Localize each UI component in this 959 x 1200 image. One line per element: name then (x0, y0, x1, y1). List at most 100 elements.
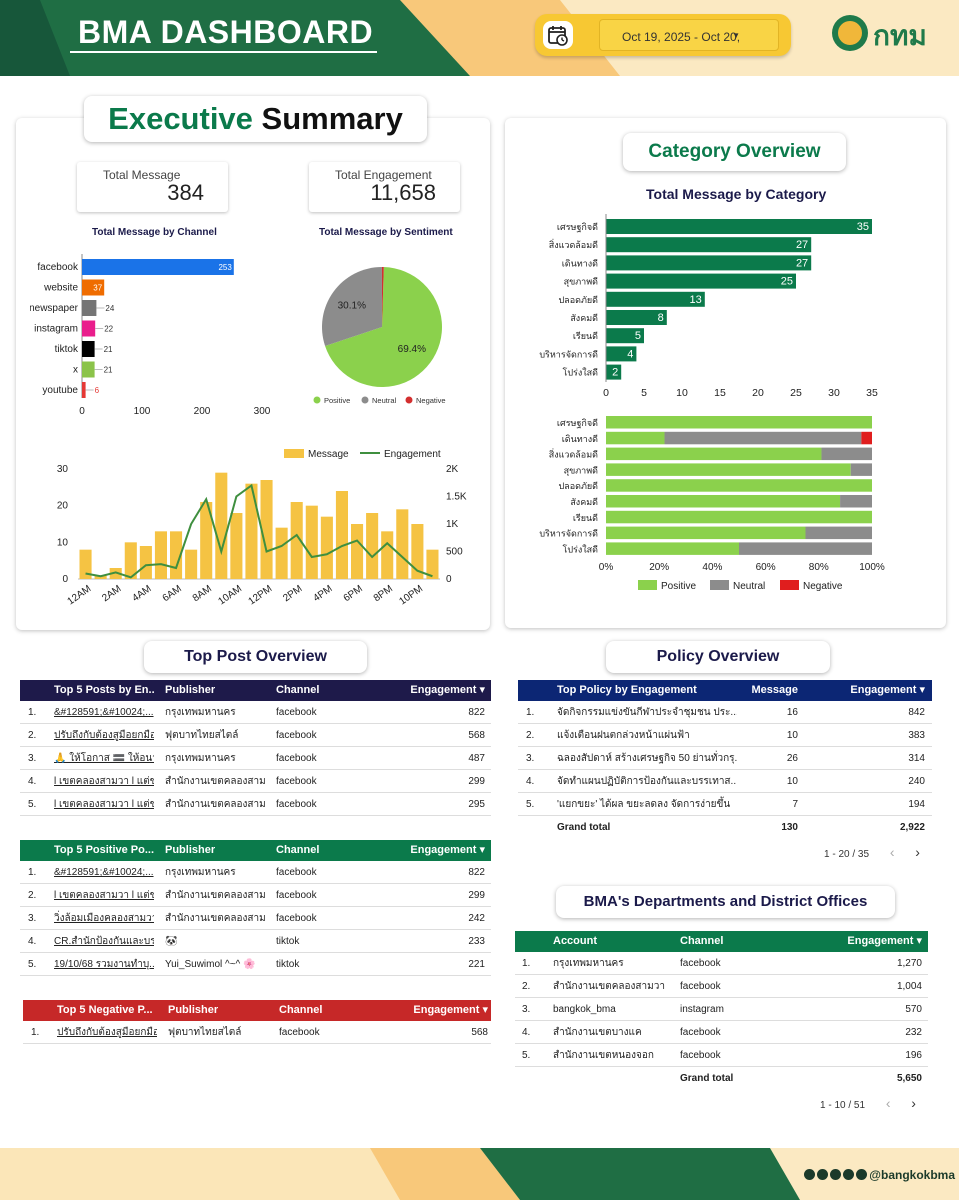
category-label: ปลอดภัยดี (558, 295, 598, 305)
x-icon[interactable] (804, 1169, 816, 1180)
table-row[interactable]: 1. กรุงเทพมหานคร facebook 1,270 (515, 952, 928, 975)
date-range-dropdown[interactable]: Oct 19, 2025 - Oct 20, ▼ (599, 19, 779, 51)
category-label: เดินทางดี (562, 434, 598, 444)
column-header: Channel (279, 1004, 323, 1016)
data-label: 27 (796, 239, 808, 251)
table-row[interactable]: 1. &#128591;&#10024;... กรุงเทพมหานคร faceb… (20, 861, 491, 884)
x-tick-label: 40% (702, 562, 722, 573)
message-bar (124, 542, 137, 579)
table-header: Account Channel Engagement ▾ (515, 931, 928, 952)
category-label: สังคมดี (570, 313, 598, 323)
table-row[interactable]: 2. สำนักงานเขตคลองสามวา facebook 1,004 (515, 975, 928, 998)
table-row[interactable]: 4. CR.สำนักป้องกันและบรรเ... 🐼 tiktok 233 (20, 930, 491, 953)
cell-post[interactable]: l เขตคลองสามวา l แต่ขยับ... (54, 799, 154, 810)
stacked-segment (606, 542, 739, 555)
category-label: เดินทางดี (562, 258, 598, 268)
table-row[interactable]: 3. ฉลองสัปดาห์ สร้างเศรษฐกิจ 50 ย่านทั่วก… (518, 747, 932, 770)
channel-bar (82, 361, 95, 378)
stacked-segment (850, 463, 872, 476)
message-bar (185, 549, 198, 579)
data-label: 8 (658, 312, 664, 324)
table-row[interactable]: 5. 19/10/68 รวมงานทำบุ... Yui_Suwimol ^~^ … (20, 953, 491, 976)
cell-n: 4. (28, 936, 37, 947)
table-row[interactable]: 4. สำนักงานเขตบางแค facebook 232 (515, 1021, 928, 1044)
stacked-segment (861, 431, 872, 445)
category-label: เรียนดี (573, 331, 598, 341)
cell-channel: tiktok (276, 959, 300, 970)
grand-total-engagement: 2,922 (899, 822, 925, 833)
cell-name: 'แยกขยะ' ได้ผล ขยะลดลง จัดการง่ายขึ้น (557, 799, 731, 810)
next-page-icon[interactable]: › (911, 1095, 916, 1111)
table-row[interactable]: 5. 'แยกขยะ' ได้ผล ขยะลดลง จัดการง่ายขึ้น 7… (518, 793, 932, 816)
cell-n: 5. (28, 799, 37, 810)
date-range-control[interactable]: Oct 19, 2025 - Oct 20, ▼ (535, 14, 791, 56)
cell-post[interactable]: &#128591;&#10024;... (54, 867, 154, 878)
tiktok-icon[interactable] (856, 1169, 868, 1180)
table-row[interactable]: 5. l เขตคลองสามวา l แต่ขยับ... สำนักงานเขต… (20, 793, 491, 816)
legend-marker (780, 580, 799, 590)
policy-pager: 1 - 20 / 35 ‹ › (824, 844, 920, 860)
sentiment-pie-chart: 69.4% 30.1% Positive Neutral Negative (313, 267, 446, 405)
social-handle: @bangkokbma (869, 1168, 955, 1182)
x-tick-label: 12AM (66, 583, 94, 607)
legend-label: Neutral (733, 581, 765, 592)
cell-channel: facebook (680, 981, 721, 992)
message-bar (305, 505, 318, 579)
cell-post[interactable]: วิ่งล้อมเมืองคลองสามวาไ... (54, 913, 154, 924)
category-label: เศรษฐกิจดี (557, 418, 598, 429)
table-header: Top 5 Positive Po... Publisher Channel Enga… (20, 840, 491, 861)
column-header: Top 5 Posts by En... (54, 684, 154, 696)
message-bar (139, 546, 152, 579)
cell-post[interactable]: CR.สำนักป้องกันและบรรเ... (54, 936, 154, 947)
table-row[interactable]: 2. ปรับถึงกับต้องสูมือยกมือยอ... ฟุตบาทไทย… (20, 724, 491, 747)
table-row[interactable]: 1. จัดกิจกรรมแข่งขันกีฬาประจำชุมชน ประ...… (518, 701, 932, 724)
sort-column-header[interactable]: Engagement ▾ (850, 684, 925, 696)
youtube-icon[interactable] (830, 1169, 842, 1180)
cell-n: 1. (31, 1027, 40, 1038)
table-row[interactable]: 2. แจ้งเตือนฝนตกล่วงหน้าแผ่นฟ้า 10 383 (518, 724, 932, 747)
cell-post[interactable]: 19/10/68 รวมงานทำบุ... (54, 959, 154, 970)
legend-label: Negative (416, 396, 446, 405)
table-row[interactable]: 1. &#128591;&#10024;... กรุงเทพมหานคร faceb… (20, 701, 491, 724)
legend-label: Message (308, 449, 349, 460)
prev-page-icon[interactable]: ‹ (885, 1095, 891, 1111)
category-overview-title: Category Overview (623, 133, 846, 171)
policy-table: Top Policy by Engagement Message Engagemen… (518, 680, 932, 839)
cell-account: กรุงเทพมหานคร (553, 958, 624, 969)
category-bar (606, 310, 667, 325)
table-row[interactable]: 2. l เขตคลองสามวา l แต่ขยับ... สำนักงานเขต… (20, 884, 491, 907)
x-tick-label: 8PM (372, 583, 395, 604)
category-label: x (73, 365, 78, 376)
legend-marker (284, 449, 304, 458)
table-row[interactable]: 1. ปรับถึงกับต้องสูมือยกมือยอ... ฟุตบาทไทย… (23, 1021, 491, 1044)
cell-post[interactable]: l เขตคลองสามวา l แต่ขยับ... (54, 890, 154, 901)
legend-marker (638, 580, 657, 590)
cell-post[interactable]: ปรับถึงกับต้องสูมือยกมือยอ... (57, 1027, 157, 1038)
prev-page-icon[interactable]: ‹ (889, 844, 895, 860)
cell-n: 4. (28, 776, 37, 787)
table-row[interactable]: 4. จัดทำแผนปฏิบัติการป้องกันและบรรเทาส...… (518, 770, 932, 793)
cell-post[interactable]: l เขตคลองสามวา l แต่ขยับ... (54, 776, 154, 787)
sort-column-header[interactable]: Engagement ▾ (847, 935, 922, 947)
cell-post[interactable]: &#128591;&#10024;... (54, 707, 154, 718)
cell-post[interactable]: ปรับถึงกับต้องสูมือยกมือยอ... (54, 730, 154, 741)
table-row[interactable]: 3. วิ่งล้อมเมืองคลองสามวาไ... สำนักงานเขตค… (20, 907, 491, 930)
facebook-icon[interactable] (817, 1169, 829, 1180)
cell-publisher: กรุงเทพมหานคร (165, 753, 236, 764)
x-tick-label: 10AM (216, 583, 244, 607)
table-row[interactable]: 5. สำนักงานเขตหนองจอก facebook 196 (515, 1044, 928, 1067)
category-label: สุขภาพดี (564, 277, 599, 288)
instagram-icon[interactable] (843, 1169, 855, 1180)
x-tick-label: 6PM (342, 583, 365, 604)
next-page-icon[interactable]: › (915, 844, 920, 860)
x-tick-label: 2PM (281, 583, 304, 604)
sort-column-header[interactable]: Engagement ▾ (413, 1004, 488, 1016)
table-row[interactable]: 3. bangkok_bma instagram 570 (515, 998, 928, 1021)
data-label: 27 (796, 257, 808, 269)
sort-column-header[interactable]: Engagement ▾ (410, 684, 485, 696)
table-row[interactable]: 3. 🙏 ให้โอกาส 🟰 ให้อนาค... กรุงเทพมหานคร fa… (20, 747, 491, 770)
cell-post[interactable]: 🙏 ให้โอกาส 🟰 ให้อนาค... (54, 753, 154, 764)
category-label: สังคมดี (570, 497, 598, 507)
sort-column-header[interactable]: Engagement ▾ (410, 844, 485, 856)
table-row[interactable]: 4. l เขตคลองสามวา l แต่ขยับ... สำนักงานเขต… (20, 770, 491, 793)
